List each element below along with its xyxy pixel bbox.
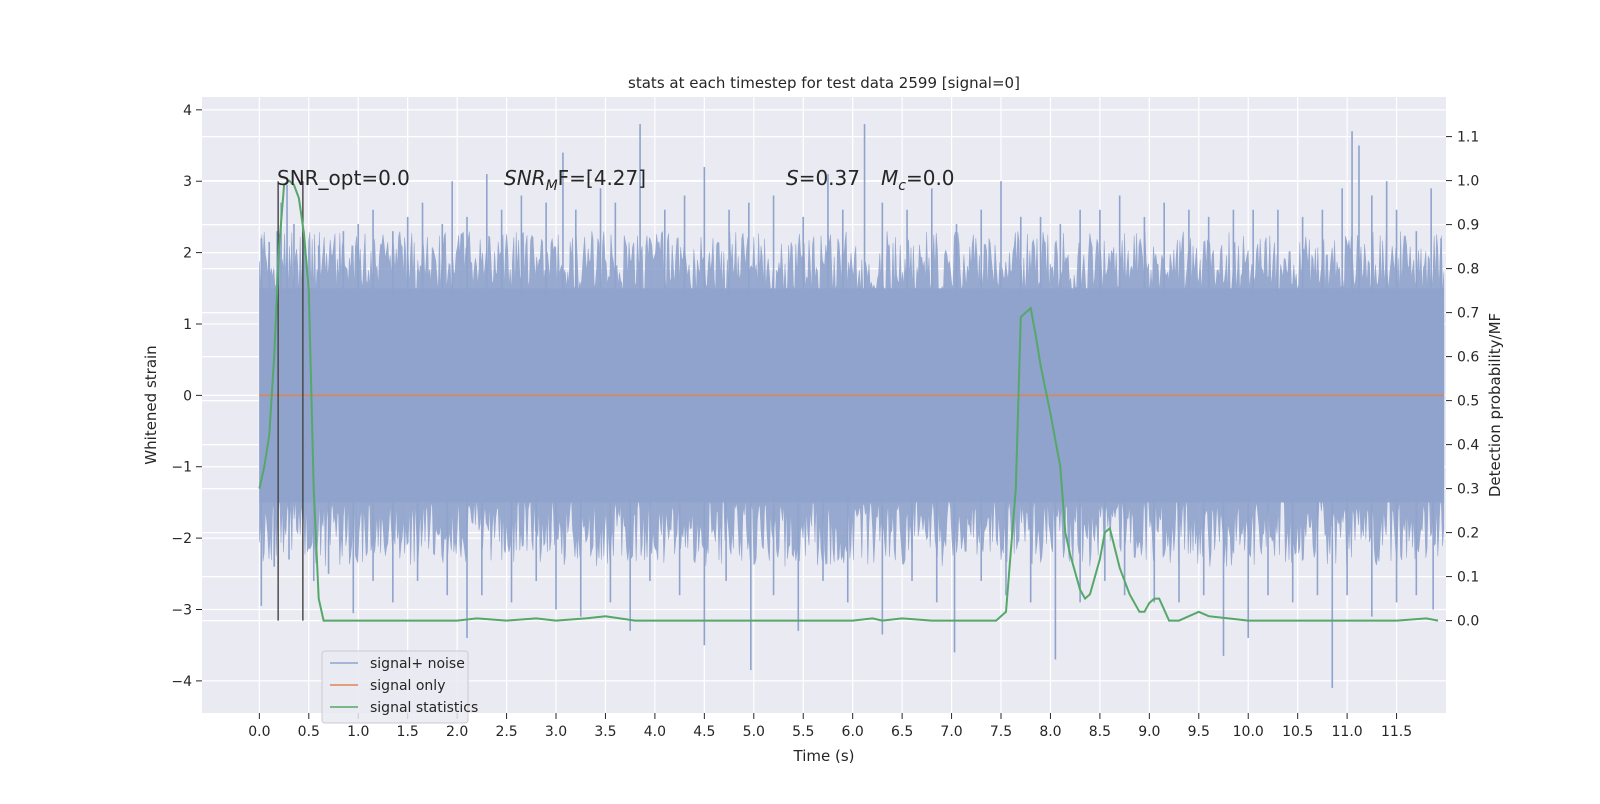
snr-mf-subscript: M [546,178,558,194]
right-tick-label-8: 0.3 [1457,482,1479,498]
right-tick-label-2: 0.9 [1457,218,1479,234]
s-symbol: S [786,166,799,190]
left-tick-label-3: 1 [183,317,192,333]
x-tick-label-1: 0.5 [298,724,320,740]
signal-statistics-line [258,179,1439,622]
x-axis-ticks: 0.0 0.5 1.0 1.5 2.0 2.5 3.0 3.5 4.0 4.5 5.0 5.5 6.0 6… [248,713,1412,740]
right-y-axis-ticks: 1.1 1.0 0.9 0.8 0.7 0.6 0.5 0.4 0.3 0.2 0.1 0.0 [1446,130,1479,630]
x-tick-label-19: 9.5 [1188,724,1210,740]
x-tick-label-15: 7.5 [990,724,1012,740]
s-value: =0.37 [799,166,860,190]
right-tick-label-11: 0.0 [1457,614,1479,630]
left-tick-label-6: −2 [171,531,192,547]
left-tick-label-1: 3 [183,174,192,190]
left-tick-label-7: −3 [171,603,192,619]
left-tick-label-8: −4 [171,674,192,690]
legend-box [321,650,469,724]
right-tick-label-9: 0.2 [1457,526,1479,542]
x-tick-label-12: 6.0 [842,724,864,740]
right-tick-label-5: 0.6 [1457,350,1479,366]
left-tick-label-5: −1 [171,460,192,476]
x-tick-label-22: 11.0 [1332,724,1363,740]
legend-label-signal-statistics: signal statistics [370,700,478,716]
x-tick-label-6: 3.0 [545,724,567,740]
right-tick-label-1: 1.0 [1457,174,1479,190]
x-tick-label-0: 0.0 [248,724,270,740]
snr-mf-suffix: F=[4.27] [558,166,646,190]
chart-title: stats at each timestep for test data 259… [628,74,1020,92]
right-tick-label-3: 0.8 [1457,262,1479,278]
right-tick-label-7: 0.4 [1457,438,1479,454]
mc-subscript: c [898,178,906,194]
x-tick-label-3: 1.5 [397,724,419,740]
snr-mf-annotation: SNRMF=[4.27] [504,166,646,194]
x-tick-label-8: 4.0 [644,724,666,740]
x-tick-label-16: 8.0 [1039,724,1061,740]
x-tick-label-20: 10.0 [1233,724,1264,740]
x-tick-label-5: 2.5 [495,724,517,740]
noise-upper-texture [259,230,1445,396]
x-tick-label-21: 10.5 [1282,724,1313,740]
right-y-axis-label: Detection probability/MF [1486,313,1504,497]
left-tick-label-0: 4 [183,103,192,119]
x-tick-label-14: 7.0 [940,724,962,740]
x-axis-label: Time (s) [793,747,855,765]
left-y-axis-ticks: 4 3 2 1 0 −1 −2 −3 −4 [171,103,202,690]
right-tick-label-6: 0.5 [1457,394,1479,410]
left-y-axis-label: Whitened strain [142,345,160,464]
x-tick-label-2: 1.0 [347,724,369,740]
legend: signal+ noise signal only signal statist… [321,650,478,724]
x-tick-label-4: 2.0 [446,724,468,740]
x-tick-label-9: 4.5 [693,724,715,740]
x-tick-label-23: 11.5 [1381,724,1412,740]
x-tick-label-11: 5.5 [792,724,814,740]
legend-label-signal-only: signal only [370,678,445,694]
s-annotation: S=0.37 [786,166,860,190]
x-tick-label-17: 8.5 [1089,724,1111,740]
right-tick-label-4: 0.7 [1457,306,1479,322]
snr-opt-annotation: SNR_opt=0.0 [277,166,410,190]
x-tick-label-18: 9.0 [1138,724,1160,740]
left-tick-label-4: 0 [183,388,192,404]
x-tick-label-10: 5.0 [743,724,765,740]
right-tick-label-0: 1.1 [1457,130,1479,146]
legend-label-signal-noise: signal+ noise [370,656,465,672]
x-tick-label-13: 6.5 [891,724,913,740]
x-tick-label-7: 3.5 [594,724,616,740]
snr-mf-prefix: SNR [504,166,546,190]
right-tick-label-10: 0.1 [1457,570,1479,586]
mc-value: =0.0 [906,166,955,190]
mc-symbol: M [881,166,898,190]
mc-annotation: Mc=0.0 [881,166,955,194]
left-tick-label-2: 2 [183,246,192,262]
